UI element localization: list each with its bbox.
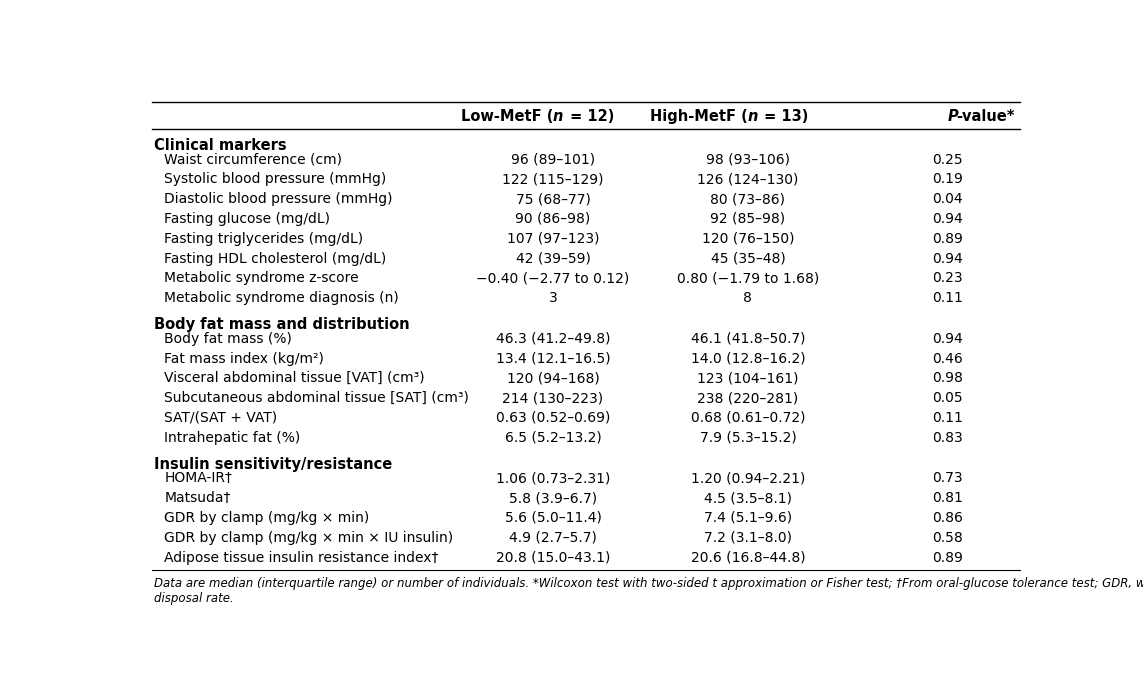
Text: 5.8 (3.9–6.7): 5.8 (3.9–6.7) bbox=[509, 491, 597, 505]
Text: 7.4 (5.1–9.6): 7.4 (5.1–9.6) bbox=[704, 511, 792, 525]
Text: GDR by clamp (mg/kg × min × IU insulin): GDR by clamp (mg/kg × min × IU insulin) bbox=[165, 531, 454, 545]
Text: 0.81: 0.81 bbox=[932, 491, 962, 505]
Text: Data are median (interquartile range) or number of individuals. *Wilcoxon test w: Data are median (interquartile range) or… bbox=[153, 578, 1143, 590]
Text: 0.23: 0.23 bbox=[932, 271, 962, 286]
Text: 1.06 (0.73–2.31): 1.06 (0.73–2.31) bbox=[496, 471, 610, 485]
Text: 120 (76–150): 120 (76–150) bbox=[702, 231, 794, 246]
Text: 0.94: 0.94 bbox=[932, 332, 962, 345]
Text: 0.68 (0.61–0.72): 0.68 (0.61–0.72) bbox=[690, 411, 805, 425]
Text: 0.89: 0.89 bbox=[932, 550, 962, 564]
Text: 214 (130–223): 214 (130–223) bbox=[503, 391, 604, 405]
Text: Visceral abdominal tissue [VAT] (cm³): Visceral abdominal tissue [VAT] (cm³) bbox=[165, 371, 425, 385]
Text: −0.40 (−2.77 to 0.12): −0.40 (−2.77 to 0.12) bbox=[477, 271, 630, 286]
Text: Systolic blood pressure (mmHg): Systolic blood pressure (mmHg) bbox=[165, 172, 386, 186]
Text: 1.20 (0.94–2.21): 1.20 (0.94–2.21) bbox=[690, 471, 805, 485]
Text: 0.83: 0.83 bbox=[932, 431, 962, 445]
Text: 0.25: 0.25 bbox=[932, 152, 962, 167]
Text: Matsuda†: Matsuda† bbox=[165, 491, 231, 505]
Text: 46.1 (41.8–50.7): 46.1 (41.8–50.7) bbox=[690, 332, 805, 345]
Text: 0.63 (0.52–0.69): 0.63 (0.52–0.69) bbox=[496, 411, 610, 425]
Text: 7.9 (5.3–15.2): 7.9 (5.3–15.2) bbox=[700, 431, 797, 445]
Text: 20.6 (16.8–44.8): 20.6 (16.8–44.8) bbox=[690, 550, 805, 564]
Text: Fat mass index (kg/m²): Fat mass index (kg/m²) bbox=[165, 352, 323, 366]
Text: Fasting triglycerides (mg/dL): Fasting triglycerides (mg/dL) bbox=[165, 231, 363, 246]
Text: High-MetF (: High-MetF ( bbox=[650, 110, 748, 124]
Text: = 12): = 12) bbox=[565, 110, 614, 124]
Text: Waist circumference (cm): Waist circumference (cm) bbox=[165, 152, 342, 167]
Text: disposal rate.: disposal rate. bbox=[153, 591, 233, 605]
Text: Low-MetF (: Low-MetF ( bbox=[461, 110, 553, 124]
Text: -value*: -value* bbox=[956, 110, 1015, 124]
Text: 0.04: 0.04 bbox=[932, 192, 962, 206]
Text: 80 (73–86): 80 (73–86) bbox=[711, 192, 785, 206]
Text: 13.4 (12.1–16.5): 13.4 (12.1–16.5) bbox=[496, 352, 610, 366]
Text: 0.19: 0.19 bbox=[932, 172, 962, 186]
Text: 0.58: 0.58 bbox=[932, 531, 962, 545]
Text: SAT/(SAT + VAT): SAT/(SAT + VAT) bbox=[165, 411, 278, 425]
Text: 122 (115–129): 122 (115–129) bbox=[502, 172, 604, 186]
Text: 0.73: 0.73 bbox=[932, 471, 962, 485]
Text: 98 (93–106): 98 (93–106) bbox=[706, 152, 790, 167]
Text: 120 (94–168): 120 (94–168) bbox=[506, 371, 599, 385]
Text: GDR by clamp (mg/kg × min): GDR by clamp (mg/kg × min) bbox=[165, 511, 369, 525]
Text: 0.98: 0.98 bbox=[932, 371, 962, 385]
Text: 0.11: 0.11 bbox=[932, 291, 962, 305]
Text: HOMA-IR†: HOMA-IR† bbox=[165, 471, 232, 485]
Text: n: n bbox=[748, 110, 758, 124]
Text: Body fat mass and distribution: Body fat mass and distribution bbox=[153, 318, 409, 332]
Text: 20.8 (15.0–43.1): 20.8 (15.0–43.1) bbox=[496, 550, 610, 564]
Text: 0.05: 0.05 bbox=[932, 391, 962, 405]
Text: n: n bbox=[553, 110, 563, 124]
Text: 126 (124–130): 126 (124–130) bbox=[697, 172, 799, 186]
Text: 42 (39–59): 42 (39–59) bbox=[515, 252, 591, 265]
Text: Subcutaneous abdominal tissue [SAT] (cm³): Subcutaneous abdominal tissue [SAT] (cm³… bbox=[165, 391, 469, 405]
Text: 0.89: 0.89 bbox=[932, 231, 962, 246]
Text: 4.5 (3.5–8.1): 4.5 (3.5–8.1) bbox=[704, 491, 792, 505]
Text: 45 (35–48): 45 (35–48) bbox=[711, 252, 785, 265]
Text: 5.6 (5.0–11.4): 5.6 (5.0–11.4) bbox=[504, 511, 601, 525]
Text: Diastolic blood pressure (mmHg): Diastolic blood pressure (mmHg) bbox=[165, 192, 393, 206]
Text: = 13): = 13) bbox=[759, 110, 809, 124]
Text: 107 (97–123): 107 (97–123) bbox=[506, 231, 599, 246]
Text: Intrahepatic fat (%): Intrahepatic fat (%) bbox=[165, 431, 301, 445]
Text: 14.0 (12.8–16.2): 14.0 (12.8–16.2) bbox=[690, 352, 805, 366]
Text: Metabolic syndrome diagnosis (n): Metabolic syndrome diagnosis (n) bbox=[165, 291, 399, 305]
Text: Body fat mass (%): Body fat mass (%) bbox=[165, 332, 291, 345]
Text: 96 (89–101): 96 (89–101) bbox=[511, 152, 596, 167]
Text: 0.94: 0.94 bbox=[932, 252, 962, 265]
Text: 6.5 (5.2–13.2): 6.5 (5.2–13.2) bbox=[505, 431, 601, 445]
Text: 0.80 (−1.79 to 1.68): 0.80 (−1.79 to 1.68) bbox=[677, 271, 820, 286]
Text: 8: 8 bbox=[743, 291, 752, 305]
Text: Adipose tissue insulin resistance index†: Adipose tissue insulin resistance index† bbox=[165, 550, 439, 564]
Text: 46.3 (41.2–49.8): 46.3 (41.2–49.8) bbox=[496, 332, 610, 345]
Text: Fasting glucose (mg/dL): Fasting glucose (mg/dL) bbox=[165, 212, 330, 226]
Text: Fasting HDL cholesterol (mg/dL): Fasting HDL cholesterol (mg/dL) bbox=[165, 252, 386, 265]
Text: 3: 3 bbox=[549, 291, 558, 305]
Text: Insulin sensitivity/resistance: Insulin sensitivity/resistance bbox=[153, 457, 392, 472]
Text: 0.46: 0.46 bbox=[932, 352, 962, 366]
Text: 0.94: 0.94 bbox=[932, 212, 962, 226]
Text: 4.9 (2.7–5.7): 4.9 (2.7–5.7) bbox=[509, 531, 597, 545]
Text: P: P bbox=[948, 110, 958, 124]
Text: Metabolic syndrome z-score: Metabolic syndrome z-score bbox=[165, 271, 359, 286]
Text: 92 (85–98): 92 (85–98) bbox=[710, 212, 785, 226]
Text: 0.86: 0.86 bbox=[932, 511, 962, 525]
Text: 7.2 (3.1–8.0): 7.2 (3.1–8.0) bbox=[704, 531, 792, 545]
Text: Clinical markers: Clinical markers bbox=[153, 138, 286, 153]
Text: 90 (86–98): 90 (86–98) bbox=[515, 212, 591, 226]
Text: 238 (220–281): 238 (220–281) bbox=[697, 391, 799, 405]
Text: 123 (104–161): 123 (104–161) bbox=[697, 371, 799, 385]
Text: 75 (68–77): 75 (68–77) bbox=[515, 192, 591, 206]
Text: 0.11: 0.11 bbox=[932, 411, 962, 425]
